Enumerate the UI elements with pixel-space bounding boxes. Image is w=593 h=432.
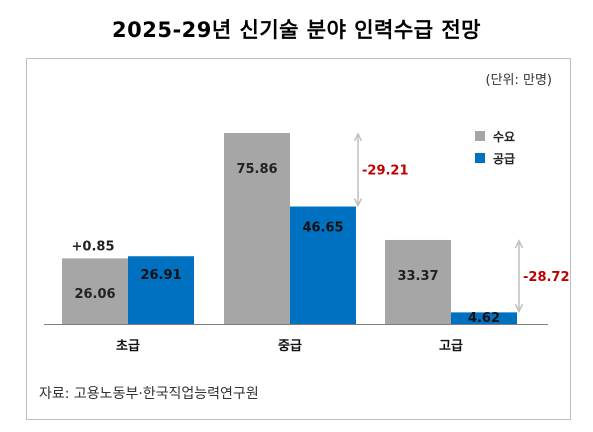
legend-item-demand: 수요 (475, 125, 515, 147)
legend-label-demand: 수요 (493, 129, 516, 144)
data-label-supply-1: 46.65 (302, 221, 343, 236)
x-tick-label-2: 고급 (439, 339, 463, 354)
unit-label: (단위: 만명) (485, 73, 553, 88)
legend-swatch-supply (475, 153, 485, 163)
bar-demand-2 (385, 239, 451, 324)
diff-label-1: -29.21 (362, 164, 409, 179)
data-label-demand-2: 33.37 (397, 269, 438, 284)
legend-label-supply: 공급 (493, 151, 516, 166)
diff-arrow-top-1 (353, 132, 363, 142)
source-note: 자료: 고용노동부·한국직업능력연구원 (39, 386, 259, 402)
diff-arrow-bottom-2 (514, 304, 524, 314)
diff-label-0: +0.85 (72, 239, 115, 254)
data-label-demand-0: 26.06 (74, 287, 115, 302)
data-label-demand-1: 75.86 (236, 162, 277, 177)
legend-item-supply: 공급 (475, 147, 515, 169)
bar-supply-2 (451, 312, 517, 324)
data-label-supply-2: 4.62 (468, 311, 500, 326)
bar-demand-1 (224, 132, 290, 324)
diff-arrow-bottom-1 (353, 198, 363, 208)
data-label-supply-0: 26.91 (140, 268, 181, 283)
bar-demand-0 (62, 258, 128, 324)
legend-swatch-demand (475, 131, 485, 141)
diff-label-2: -28.72 (523, 270, 570, 285)
chart-title: 2025-29년 신기술 분야 인력수급 전망 (112, 18, 481, 42)
bar-supply-1 (290, 206, 356, 324)
x-tick-label-1: 중급 (278, 339, 302, 354)
diff-arrow-top-2 (514, 239, 524, 249)
x-tick-label-0: 초급 (116, 339, 140, 354)
bar-supply-0 (128, 256, 194, 324)
legend: 수요 공급 (475, 125, 515, 169)
